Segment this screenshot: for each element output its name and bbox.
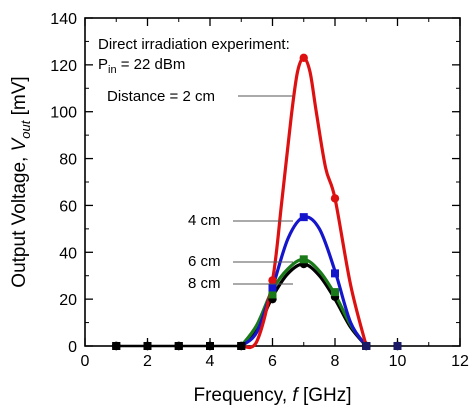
y-tick-label: 140 bbox=[50, 11, 77, 28]
data-point bbox=[268, 290, 277, 299]
x-tick-label: 0 bbox=[81, 353, 90, 370]
series-4-cm bbox=[240, 215, 368, 348]
x-axis-label-var: f bbox=[292, 385, 299, 406]
series-line bbox=[240, 56, 368, 350]
y-tick-label: 60 bbox=[59, 198, 77, 215]
x-axis-label: Frequency, f [GHz] bbox=[193, 385, 351, 406]
x-tick-label: 4 bbox=[206, 353, 215, 370]
x-axis-label-unit: [GHz] bbox=[298, 385, 352, 406]
data-point bbox=[143, 341, 152, 351]
y-axis-label: Output Voltage, Vout [mV] bbox=[9, 76, 33, 287]
data-point bbox=[331, 288, 339, 297]
annotation-pin-rest: = 22 dBm bbox=[117, 56, 186, 73]
x-tick-label: 6 bbox=[268, 353, 277, 370]
y-tick-label: 120 bbox=[50, 58, 77, 75]
y-tick-label: 40 bbox=[59, 245, 77, 262]
x-axis-label-main: Frequency, bbox=[193, 385, 292, 406]
y-axis-label-main: Output Voltage, bbox=[9, 151, 30, 287]
series-line bbox=[240, 215, 368, 348]
series-label: 6 cm bbox=[188, 253, 221, 270]
x-tick-label: 10 bbox=[389, 353, 407, 370]
y-tick-label: 100 bbox=[50, 105, 77, 122]
data-point bbox=[268, 276, 277, 285]
annotation-pin: Pin = 22 dBm bbox=[98, 56, 185, 76]
data-point bbox=[205, 341, 215, 351]
y-tick-label: 20 bbox=[59, 292, 77, 309]
y-tick-label: 0 bbox=[68, 339, 77, 356]
data-point bbox=[299, 255, 308, 264]
series-label: 4 cm bbox=[188, 212, 221, 229]
y-axis-label-unit: [mV] bbox=[9, 76, 30, 120]
x-tick-label: 8 bbox=[331, 353, 340, 370]
x-tick-label: 2 bbox=[143, 353, 152, 370]
data-point bbox=[299, 53, 308, 63]
y-axis-label-var: V bbox=[9, 136, 30, 151]
annotation-experiment: Direct irradiation experiment: bbox=[98, 36, 290, 53]
data-point bbox=[330, 194, 340, 203]
y-axis-label-sub: out bbox=[18, 119, 33, 138]
series-label: Distance = 2 cm bbox=[107, 88, 215, 105]
annotation-pin-sub: in bbox=[108, 64, 117, 76]
annotation-pin-main: P bbox=[98, 56, 108, 73]
data-point bbox=[174, 341, 183, 351]
data-point bbox=[299, 213, 308, 222]
data-point bbox=[112, 341, 121, 351]
data-point bbox=[237, 341, 246, 351]
series-distance-2-cm bbox=[240, 56, 368, 350]
data-point bbox=[393, 342, 402, 350]
data-point bbox=[362, 342, 371, 350]
series-label: 8 cm bbox=[188, 275, 221, 292]
y-tick-label: 80 bbox=[59, 152, 77, 169]
x-tick-label: 12 bbox=[451, 353, 469, 370]
data-point bbox=[331, 269, 339, 278]
data-point bbox=[268, 283, 277, 292]
